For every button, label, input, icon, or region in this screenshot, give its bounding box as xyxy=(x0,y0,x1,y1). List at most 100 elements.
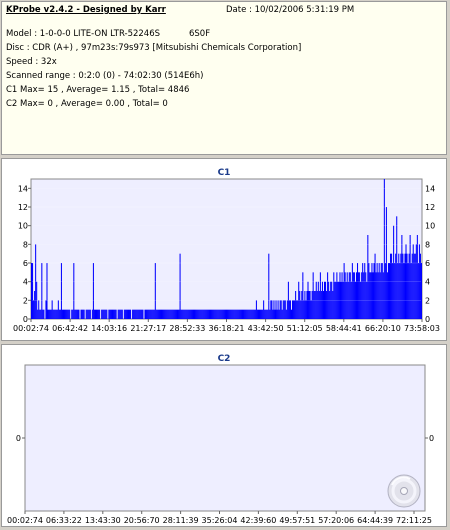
c1-bar xyxy=(398,253,400,319)
c1-bar xyxy=(271,300,273,319)
c1-bar xyxy=(93,309,95,319)
c1-bar xyxy=(55,309,57,319)
c1-bar xyxy=(157,309,159,319)
c1-bar xyxy=(339,272,341,319)
c1-bar xyxy=(290,309,293,319)
c1-bar xyxy=(146,309,148,319)
c1-bar xyxy=(124,309,126,319)
c1-bar xyxy=(360,281,362,319)
c1-bar xyxy=(175,309,177,319)
c1-bar xyxy=(200,309,202,319)
c1-bar xyxy=(180,309,182,319)
c1-bar xyxy=(323,281,326,319)
c1-bar xyxy=(346,272,348,319)
c1-ytick-left: 12 xyxy=(18,203,28,212)
c1-bar xyxy=(284,300,286,319)
c1-bar xyxy=(366,281,368,319)
c1-bar xyxy=(257,309,259,319)
c1-xtick-label: 73:58:03 xyxy=(404,324,440,333)
c1-bar xyxy=(332,291,334,319)
c1-bar xyxy=(353,272,355,319)
c1-bar xyxy=(198,309,200,319)
c1-bar xyxy=(374,253,376,319)
c1-bar xyxy=(391,253,393,319)
c1-bar xyxy=(262,309,264,319)
c1-bar xyxy=(201,309,203,319)
c1-ytick-right: 6 xyxy=(425,259,430,268)
c1-bar xyxy=(236,309,238,319)
c1-bar xyxy=(392,263,394,319)
c1-bar xyxy=(120,309,122,319)
c1-bar xyxy=(358,272,360,319)
c1-bar xyxy=(273,300,275,319)
c1-bar xyxy=(33,300,35,319)
c1-bar xyxy=(213,309,215,319)
c1-bar xyxy=(232,309,234,319)
c1-bar xyxy=(60,263,62,319)
c1-bar xyxy=(218,309,220,319)
c1-bar xyxy=(91,309,93,319)
c1-bar xyxy=(414,253,416,319)
c1-bar xyxy=(229,309,231,319)
firmware-text: 6S0F xyxy=(189,29,211,39)
c1-bar xyxy=(181,309,183,319)
c1-bar xyxy=(406,253,408,319)
c1-bar xyxy=(362,263,364,319)
c1-bar xyxy=(176,309,178,319)
c1-bar xyxy=(272,309,274,319)
c1-bar xyxy=(45,300,47,319)
c1-bar xyxy=(121,309,123,319)
c1-bar xyxy=(417,263,419,319)
c1-bar xyxy=(172,309,174,319)
c1-bar xyxy=(115,309,117,319)
c1-bar xyxy=(219,309,221,319)
c1-bar xyxy=(337,281,339,319)
c2-chart-panel: C2 0 0 00:02:74 06:33:22 13:43:30 20:56:70 28… xyxy=(1,344,447,527)
c1-bar xyxy=(108,309,110,319)
c1-bar xyxy=(112,309,114,319)
c1-bar xyxy=(127,309,130,319)
c1-ytick-left: 14 xyxy=(18,184,28,193)
c1-bar xyxy=(207,309,209,319)
c1-bar xyxy=(383,179,385,319)
c1-bar xyxy=(321,281,323,319)
c1-bar xyxy=(62,309,65,319)
c1-bar xyxy=(277,300,279,319)
c1-bar xyxy=(263,300,265,319)
c1-bar xyxy=(206,309,208,319)
c1-bar xyxy=(325,281,327,319)
c1-bar xyxy=(77,309,79,319)
c1-bar xyxy=(264,309,266,319)
c2-xtick-label: 42:39:60 xyxy=(240,516,276,525)
c1-bar xyxy=(88,309,90,319)
c1-bar xyxy=(225,309,228,319)
c1-bar xyxy=(402,253,404,319)
c1-bar xyxy=(399,263,401,319)
c1-bar xyxy=(162,309,164,319)
c1-bar xyxy=(67,309,69,319)
c1-bar xyxy=(410,263,412,319)
c1-bar xyxy=(110,309,112,319)
c1-bar xyxy=(359,272,361,319)
c1-bar xyxy=(288,300,290,319)
c1-bar xyxy=(349,272,351,319)
c1-bar xyxy=(64,309,66,319)
c1-bar xyxy=(119,309,121,319)
c1-bar xyxy=(61,309,63,319)
c1-bar xyxy=(59,309,61,319)
c1-bar xyxy=(364,263,366,319)
c1-bar xyxy=(214,309,216,319)
c1-bar xyxy=(194,309,196,319)
c2-xtick-label: 57:20:06 xyxy=(318,516,354,525)
c1-bar xyxy=(289,300,291,319)
c1-bar xyxy=(37,309,39,319)
c1-bar xyxy=(283,300,285,319)
c1-bar xyxy=(164,309,166,319)
c2-xtick-label: 64:44:39 xyxy=(357,516,393,525)
c1-bar xyxy=(73,263,75,319)
c1-bar xyxy=(204,309,206,319)
c1-bar xyxy=(136,309,138,319)
c1-bar xyxy=(166,309,168,319)
c1-bar xyxy=(418,244,420,319)
c1-bar xyxy=(134,309,136,319)
